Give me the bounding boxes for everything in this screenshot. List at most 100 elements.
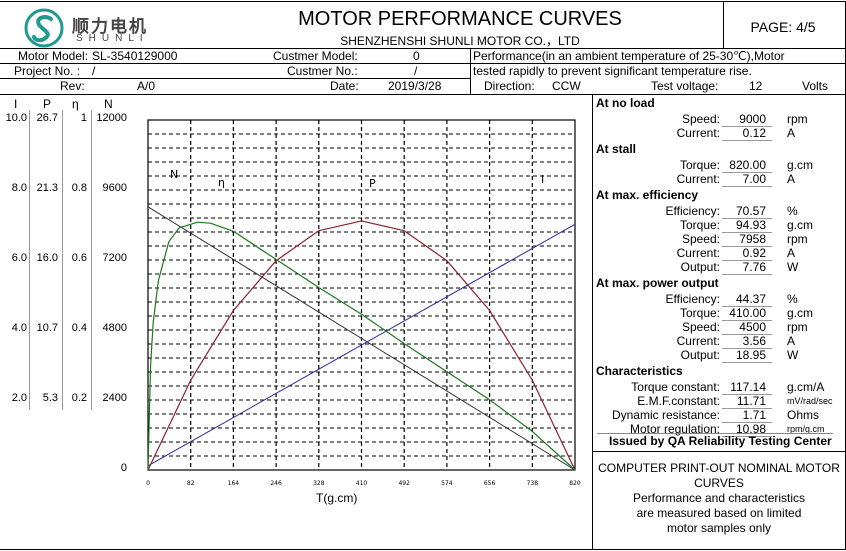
spec-value: 0.12 [742,126,766,140]
spec-label: E.M.F.constant: [637,394,720,408]
logo-icon [24,8,64,48]
x-tick-label: 410 [356,480,368,487]
x-tick-label: 164 [228,480,240,487]
spec-unit: % [787,204,798,218]
spec-unit: g.cm [787,306,814,320]
footer-note-line: Performance and characteristics [632,491,806,505]
axis-efficiency-value: 0.2 [71,392,87,404]
spec-value: 11.71 [736,394,766,408]
company-name-cn: 顺力电机 [72,17,148,36]
axis-power-value: 21.3 [36,182,58,194]
series-line-0 [147,206,576,471]
legend-label: η [218,176,225,189]
section-title: At max. efficiency [596,188,699,202]
spec-label: Efficiency: [665,204,720,218]
series-line-2 [147,220,576,471]
spec-unit: g.cm [787,158,814,172]
axis-power-value: 5.3 [42,392,58,404]
customer-no-value: / [414,64,418,78]
spec-label: Current: [676,246,720,260]
spec-value: 117.14 [730,380,766,394]
date-label: Date: [330,79,359,93]
date-value: 2019/3/28 [388,79,442,93]
customer-no-label: Custmer No.: [287,64,358,78]
axis-speed-value: 2400 [102,392,127,404]
section-title: Characteristics [596,364,683,378]
axis-power-value: 26.7 [36,112,58,124]
spec-unit: A [787,172,796,186]
page-subtitle: SHENZHENSHI SHUNLI MOTOR CO.，LTD [340,34,580,48]
x-tick-label: 574 [441,480,453,487]
spec-value: 70.57 [735,204,766,218]
x-tick-label: 656 [484,480,496,487]
spec-unit: rpm [787,232,808,246]
spec-label: Torque: [679,306,720,320]
legend-label: P [369,177,376,190]
section-title: At no load [596,96,655,110]
direction-value: CCW [552,79,581,93]
x-tick-label: 328 [313,480,325,487]
x-tick-label: 820 [569,480,581,487]
spec-value: 18.95 [735,348,766,362]
axis-header-power: P [43,97,52,111]
customer-model-value: 0 [413,49,420,63]
spec-unit: A [787,246,796,260]
spec-unit: rpm [787,112,808,126]
axis-current-value: 6.0 [11,252,27,264]
footer-note-line: are measured based on limited [636,506,802,520]
test-voltage-label: Test voltage: [651,79,719,93]
axis-header-current: I [14,97,18,111]
series-line-3 [147,221,576,471]
axis-efficiency-value: 0.6 [71,252,87,264]
motor-model-value: SL-3540129000 [92,49,178,63]
spec-value: 3.56 [742,334,766,348]
rev-value: A/0 [137,79,156,93]
spec-label: Current: [676,172,720,186]
axis-efficiency-value: 1 [80,112,87,124]
direction-label: Direction: [484,79,535,93]
footer-note-line: COMPUTER PRINT-OUT NOMINAL MOTOR [598,461,840,475]
page-number: PAGE: 4/5 [750,19,816,35]
spec-unit: rpm [787,320,808,334]
spec-unit: rpm/g.cm [787,424,825,434]
spec-label: Motor regulation: [629,422,720,436]
spec-value: 820.00 [729,158,766,172]
page-title: MOTOR PERFORMANCE CURVES [298,8,622,30]
axis-speed-value: 12000 [96,112,127,124]
axis-speed-value: 9600 [102,182,127,194]
series-line-1 [147,223,576,467]
spec-value: 4500 [739,320,766,334]
x-tick-label: 82 [187,480,195,487]
axis-current-value: 2.0 [11,392,27,404]
spec-label: Torque: [679,218,720,232]
legend-label: I [541,173,544,186]
legend-label: N [170,168,178,181]
spec-value: 10.98 [735,422,766,436]
test-voltage-unit: Volts [802,79,829,93]
footer-note-line: CURVES [694,476,744,490]
spec-value: 410.00 [729,306,766,320]
axis-efficiency-value: 0.8 [71,182,87,194]
axis-header-efficiency: η [72,97,79,111]
spec-value: 7.76 [742,260,766,274]
spec-value: 1.71 [742,408,766,422]
axis-header-speed: N [104,97,113,111]
x-axis-label: T(g.cm) [316,491,358,505]
axis-power-value: 10.7 [36,322,58,334]
project-no-label: Project No. : [14,64,81,78]
spec-label: Dynamic resistance: [611,408,720,422]
x-tick-label: 492 [398,480,410,487]
test-note-line2: tested rapidly to prevent significant te… [473,64,752,78]
spec-value: 44.37 [735,292,766,306]
motor-model-label: Motor Model: [18,49,89,63]
axis-current-value: 4.0 [11,322,27,334]
spec-unit: % [787,292,798,306]
spec-label: Speed: [681,320,720,334]
spec-label: Output: [680,348,720,362]
spec-label: Output: [680,260,720,274]
section-title: At stall [596,142,637,156]
axis-efficiency-value: 0.4 [71,322,87,334]
test-voltage-value: 12 [749,79,763,93]
issued-by: Issued by QA Reliability Testing Center [609,434,832,448]
